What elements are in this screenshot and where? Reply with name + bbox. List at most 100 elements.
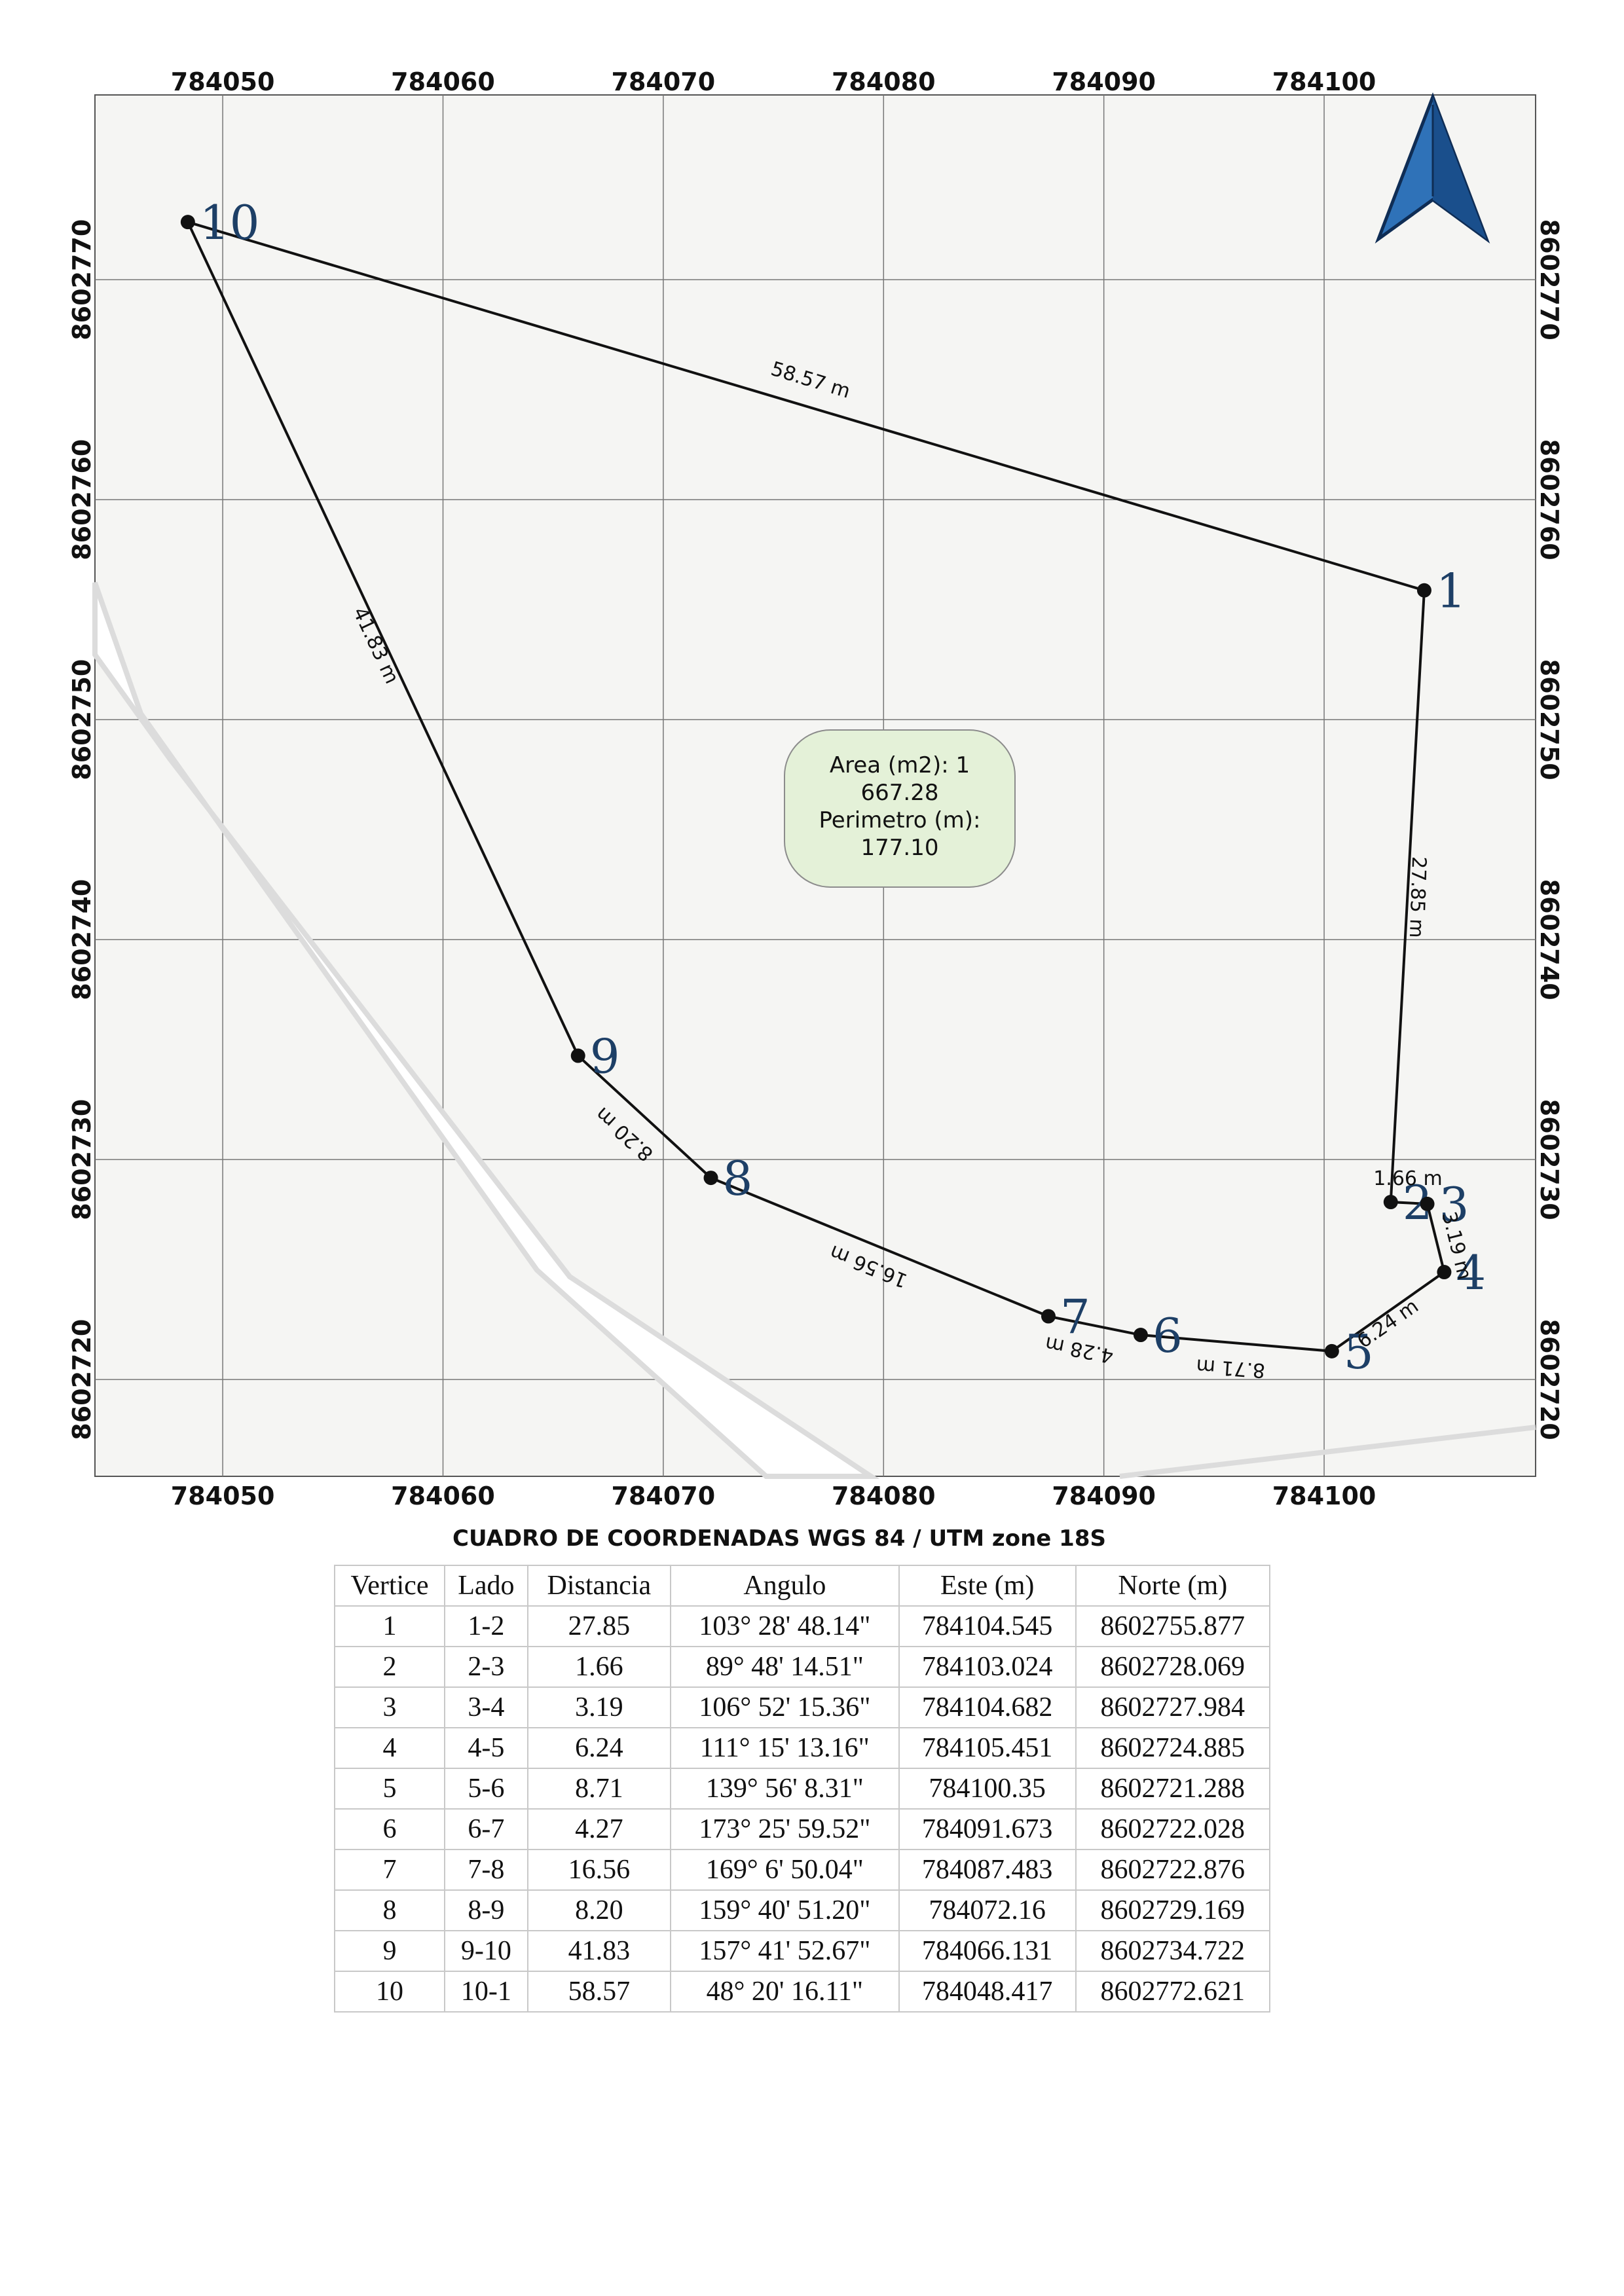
table-cell: 10 [333, 1971, 446, 2013]
grid-lines [95, 95, 1536, 1476]
perimeter-label: Perimetro (m): [819, 807, 981, 833]
table-row: 9 9-10 41.83 157° 41' 52.67" 784066.131 86027… [333, 1930, 1271, 1972]
x-tick-bottom: 784050 [171, 1482, 275, 1506]
table-cell: 58.57 [526, 1971, 671, 2013]
table-cell: 2 [333, 1646, 446, 1688]
y-tick-left: 8602720 [67, 1319, 96, 1440]
x-tick-bottom: 784100 [1272, 1482, 1376, 1506]
coordinates-table: Vertice Lado Distancia Angulo Este (m) Norte … [333, 1565, 1271, 2013]
table-cell: 8602724.885 [1075, 1727, 1271, 1769]
vertex-point-4 [1437, 1265, 1452, 1280]
table-cell: 784105.451 [898, 1727, 1077, 1769]
x-tick-top: 784070 [612, 67, 716, 96]
vertex-label-7: 7 [1060, 1290, 1090, 1345]
column-header: Angulo [669, 1565, 900, 1607]
table-row: 10 10-1 58.57 48° 20' 16.11" 784048.417 86027… [333, 1971, 1271, 2013]
table-cell: 1 [333, 1605, 446, 1647]
table-row: 8 8-9 8.20 159° 40' 51.20" 784072.16 8602729.… [333, 1889, 1271, 1931]
column-header: Norte (m) [1075, 1565, 1271, 1607]
column-header: Vertice [333, 1565, 446, 1607]
side-label-1: 27.85 m [1405, 856, 1430, 938]
table-cell: 1.66 [526, 1646, 671, 1688]
table-cell: 3.19 [526, 1686, 671, 1728]
table-cell: 41.83 [526, 1930, 671, 1972]
table-title: CUADRO DE COORDENADAS WGS 84 / UTM zone … [452, 1525, 1106, 1552]
table-cell: 8602734.722 [1075, 1930, 1271, 1972]
table-cell: 6-7 [444, 1808, 528, 1850]
area-label: Area (m2): 1 [830, 752, 970, 778]
vertex-point-6 [1133, 1328, 1148, 1343]
table-cell: 7 [333, 1849, 446, 1891]
table-row: 6 6-7 4.27 173° 25' 59.52" 784091.673 8602722… [333, 1808, 1271, 1850]
x-tick-bottom: 784060 [391, 1482, 495, 1506]
x-tick-bottom: 784090 [1052, 1482, 1156, 1506]
table-cell: 4-5 [444, 1727, 528, 1769]
x-tick-top: 784080 [832, 67, 936, 96]
area-value: 667.28 [861, 780, 939, 806]
table-row: 3 3-4 3.19 106° 52' 15.36" 784104.682 8602727… [333, 1686, 1271, 1728]
column-header: Distancia [526, 1565, 671, 1607]
table-cell: 2-3 [444, 1646, 528, 1688]
table-cell: 784087.483 [898, 1849, 1077, 1891]
y-tick-left: 8602730 [67, 1099, 96, 1220]
table-cell: 6.24 [526, 1727, 671, 1769]
vertex-point-1 [1416, 583, 1431, 598]
table-cell: 8602755.877 [1075, 1605, 1271, 1647]
column-header: Lado [444, 1565, 528, 1607]
table-cell: 784100.35 [898, 1768, 1077, 1810]
x-tick-bottom: 784080 [832, 1482, 936, 1506]
table-cell: 4 [333, 1727, 446, 1769]
vertex-label-6: 6 [1153, 1308, 1183, 1363]
road-background [92, 581, 1536, 1479]
axis-ticks: 784050 784050 784060 784060 784070 784070 7840… [67, 67, 1564, 1506]
table-cell: 103° 28' 48.14" [669, 1605, 900, 1647]
vertex-label-10: 10 [200, 195, 260, 250]
table-cell: 8602729.169 [1075, 1889, 1271, 1931]
table-cell: 157° 41' 52.67" [669, 1930, 900, 1972]
y-tick-right: 8602740 [1535, 879, 1564, 1000]
table-cell: 7-8 [444, 1849, 528, 1891]
x-tick-top: 784050 [171, 67, 275, 96]
table-row: 5 5-6 8.71 139° 56' 8.31" 784100.35 8602721.2… [333, 1768, 1271, 1810]
table-cell: 8.71 [526, 1768, 671, 1810]
table-cell: 8602722.028 [1075, 1808, 1271, 1850]
table-cell: 169° 6' 50.04" [669, 1849, 900, 1891]
table-cell: 784048.417 [898, 1971, 1077, 2013]
table-cell: 8602728.069 [1075, 1646, 1271, 1688]
table-cell: 10-1 [444, 1971, 528, 2013]
vertex-label-1: 1 [1436, 564, 1466, 619]
table-cell: 8602722.876 [1075, 1849, 1271, 1891]
table-cell: 784104.545 [898, 1605, 1077, 1647]
parcel-map: 784050 784050 784060 784060 784070 784070 7840… [67, 67, 1564, 1506]
table-cell: 8602721.288 [1075, 1768, 1271, 1810]
y-tick-right: 8602720 [1535, 1319, 1564, 1440]
side-label-2: 1.66 m [1373, 1167, 1443, 1190]
vertex-label-5: 5 [1344, 1324, 1374, 1379]
table-cell: 89° 48' 14.51" [669, 1646, 900, 1688]
y-tick-right: 8602750 [1535, 659, 1564, 780]
side-label-5: 8.71 m [1195, 1354, 1266, 1381]
table-cell: 9 [333, 1930, 446, 1972]
table-cell: 8 [333, 1889, 446, 1931]
y-tick-left: 8602750 [67, 659, 96, 780]
table-cell: 106° 52' 15.36" [669, 1686, 900, 1728]
table-cell: 5-6 [444, 1768, 528, 1810]
table-cell: 3 [333, 1686, 446, 1728]
table-cell: 784104.682 [898, 1686, 1077, 1728]
table-cell: 16.56 [526, 1849, 671, 1891]
table-cell: 8602772.621 [1075, 1971, 1271, 2013]
vertex-label-3: 3 [1439, 1177, 1469, 1232]
table-cell: 8-9 [444, 1889, 528, 1931]
table-cell: 8602727.984 [1075, 1686, 1271, 1728]
vertex-point-3 [1420, 1196, 1435, 1211]
table-row: 4 4-5 6.24 111° 15' 13.16" 784105.451 8602724… [333, 1727, 1271, 1769]
table-cell: 4.27 [526, 1808, 671, 1850]
y-tick-left: 8602760 [67, 439, 96, 560]
vertex-label-4: 4 [1456, 1245, 1486, 1300]
vertex-label-8: 8 [723, 1151, 753, 1206]
table-row: 2 2-3 1.66 89° 48' 14.51" 784103.024 8602728.… [333, 1646, 1271, 1688]
table-row: 7 7-8 16.56 169° 6' 50.04" 784087.483 8602722… [333, 1849, 1271, 1891]
y-tick-left: 8602770 [67, 219, 96, 340]
info-box: Area (m2): 1 667.28 Perimetro (m): 177.1… [784, 729, 1016, 888]
